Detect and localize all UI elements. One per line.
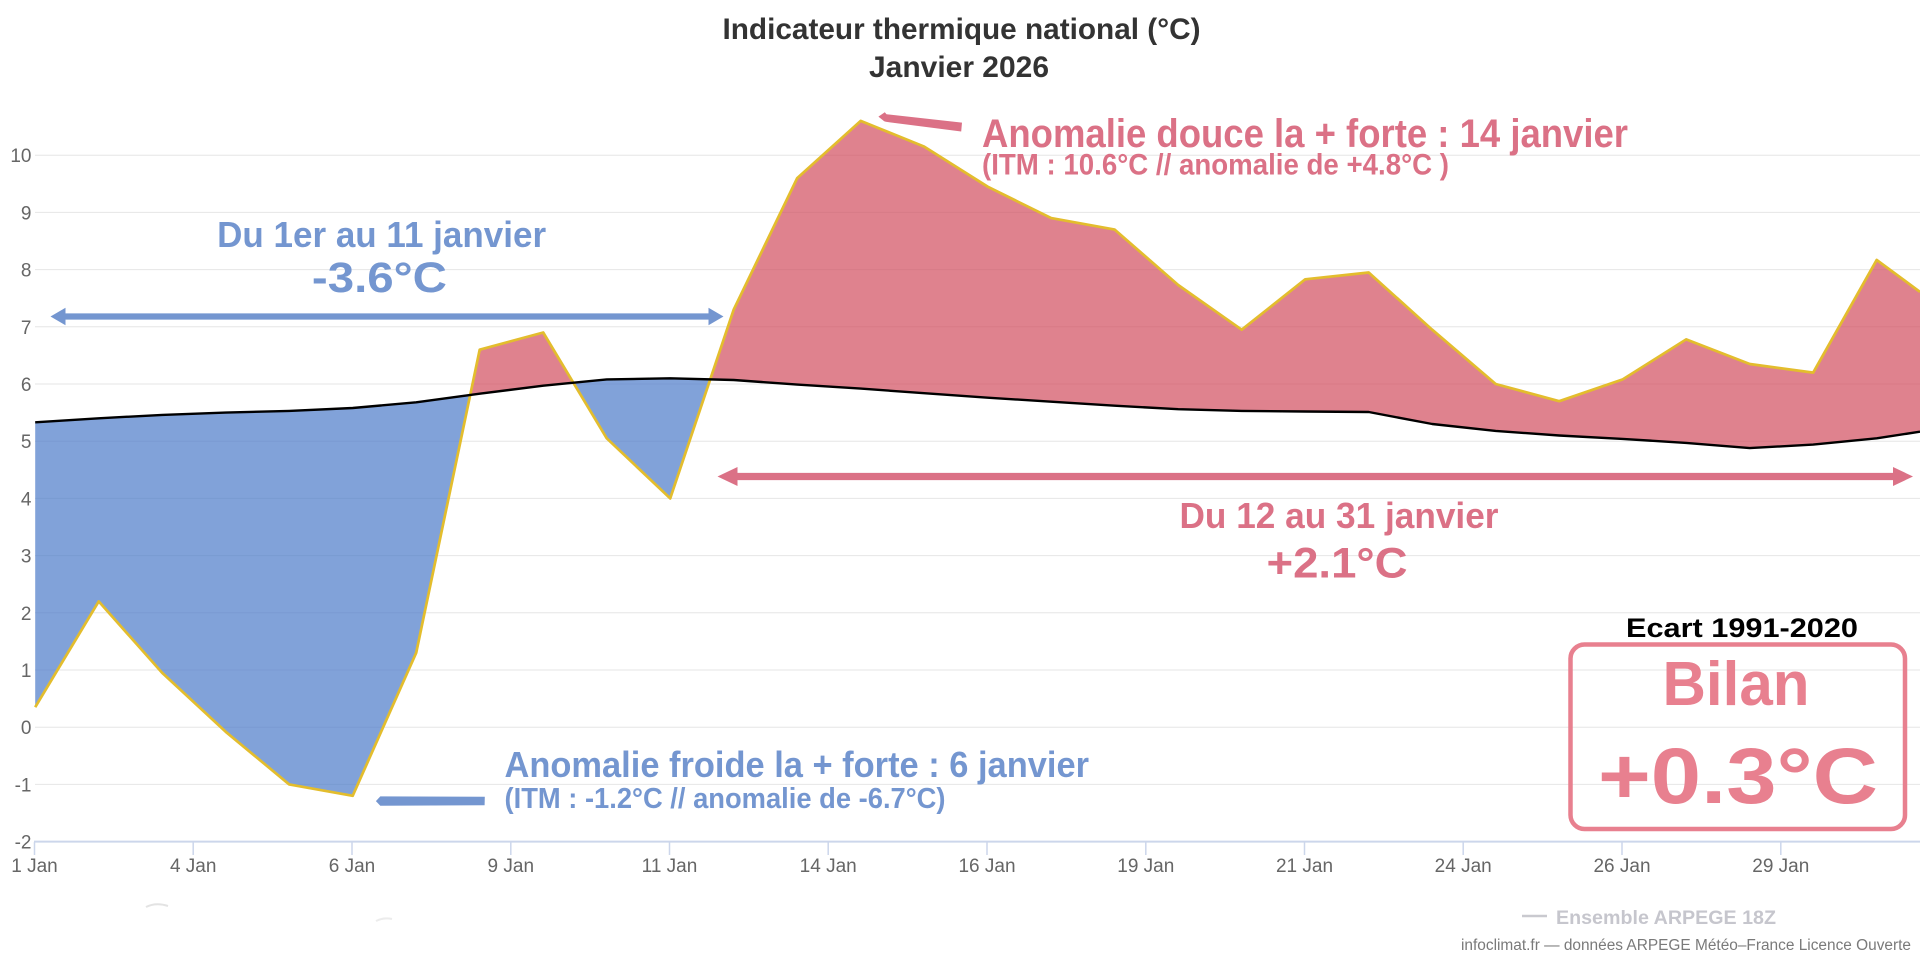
svg-text:Anomalie douce la + forte : 14: Anomalie douce la + forte : 14 janvier	[982, 112, 1628, 156]
svg-text:Indicateur thermique national: Indicateur thermique national (°C)	[723, 13, 1201, 46]
svg-text:Anomalie froide la + forte : 6: Anomalie froide la + forte : 6 janvier	[505, 744, 1090, 785]
svg-text:-3.6°C: -3.6°C	[312, 254, 447, 302]
svg-text:16 Jan: 16 Jan	[958, 856, 1015, 877]
svg-text:Ensemble ARPEGE 18Z: Ensemble ARPEGE 18Z	[1556, 908, 1776, 929]
svg-text:+2.1°C: +2.1°C	[1267, 539, 1408, 587]
svg-text:2: 2	[21, 604, 32, 625]
svg-text:(ITM : 10.6°C // anomalie de +: (ITM : 10.6°C // anomalie de +4.8°C )	[982, 149, 1449, 182]
svg-text:10: 10	[10, 146, 31, 167]
svg-text:4: 4	[21, 489, 32, 510]
svg-text:9: 9	[21, 203, 32, 224]
svg-text:19 Jan: 19 Jan	[1117, 856, 1174, 877]
svg-text:24 Jan: 24 Jan	[1435, 856, 1492, 877]
svg-text:(ITM : -1.2°C // anomalie de -: (ITM : -1.2°C // anomalie de -6.7°C)	[505, 783, 946, 815]
svg-text:0: 0	[21, 718, 32, 739]
svg-text:5: 5	[21, 432, 32, 453]
svg-text:+0.3°C: +0.3°C	[1598, 731, 1878, 820]
svg-text:6 Jan: 6 Jan	[329, 856, 375, 877]
svg-text:Bilan: Bilan	[1663, 650, 1810, 719]
svg-text:-1: -1	[15, 775, 32, 796]
svg-text:26 Jan: 26 Jan	[1593, 856, 1650, 877]
svg-text:6: 6	[21, 375, 32, 396]
svg-text:3: 3	[21, 547, 32, 568]
svg-text:9 Jan: 9 Jan	[488, 856, 534, 877]
svg-text:29 Jan: 29 Jan	[1752, 856, 1809, 877]
svg-text:-2: -2	[15, 833, 32, 854]
svg-text:Ecart 1991-2020: Ecart 1991-2020	[1626, 613, 1858, 643]
svg-text:Du 1er au 11 janvier: Du 1er au 11 janvier	[217, 214, 546, 255]
svg-text:21 Jan: 21 Jan	[1276, 856, 1333, 877]
svg-text:7: 7	[21, 318, 32, 339]
svg-text:Janvier 2026: Janvier 2026	[869, 51, 1049, 84]
svg-text:1 Jan: 1 Jan	[11, 856, 57, 877]
svg-text:4 Jan: 4 Jan	[170, 856, 216, 877]
svg-text:infoclimat.fr — données ARPEGE: infoclimat.fr — données ARPEGE Météo–Fra…	[1461, 937, 1911, 954]
svg-text:14 Jan: 14 Jan	[800, 856, 857, 877]
svg-text:11 Jan: 11 Jan	[642, 856, 698, 877]
svg-text:1: 1	[21, 661, 32, 682]
svg-text:8: 8	[21, 261, 32, 282]
svg-text:Du 12 au 31 janvier: Du 12 au 31 janvier	[1180, 495, 1499, 536]
